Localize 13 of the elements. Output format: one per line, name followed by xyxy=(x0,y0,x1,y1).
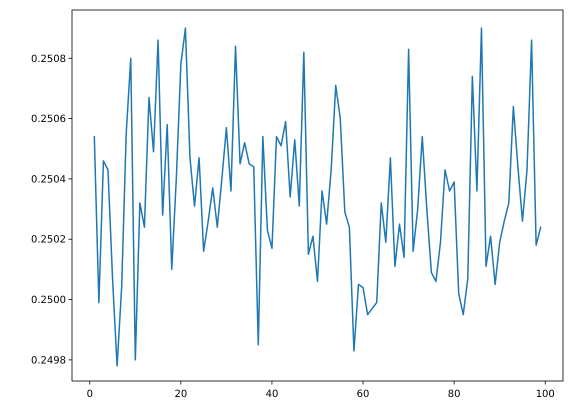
y-tick-label: 0.2500 xyxy=(31,295,66,306)
y-tick-label: 0.2504 xyxy=(31,174,66,186)
x-tick-label: 40 xyxy=(266,389,278,400)
y-tick-label: 0.2502 xyxy=(31,234,66,246)
x-tick-label: 20 xyxy=(174,389,188,400)
x-tick-label: 100 xyxy=(536,389,555,400)
y-tick-label: 0.2498 xyxy=(31,355,66,366)
y-tick-label: 0.2506 xyxy=(31,114,66,126)
y-tick-label: 0.2508 xyxy=(31,54,66,65)
line-series xyxy=(94,27,542,367)
x-tick-label: 80 xyxy=(448,389,461,400)
x-tick-label: 60 xyxy=(356,389,370,400)
x-tick-label: 0 xyxy=(86,389,93,400)
